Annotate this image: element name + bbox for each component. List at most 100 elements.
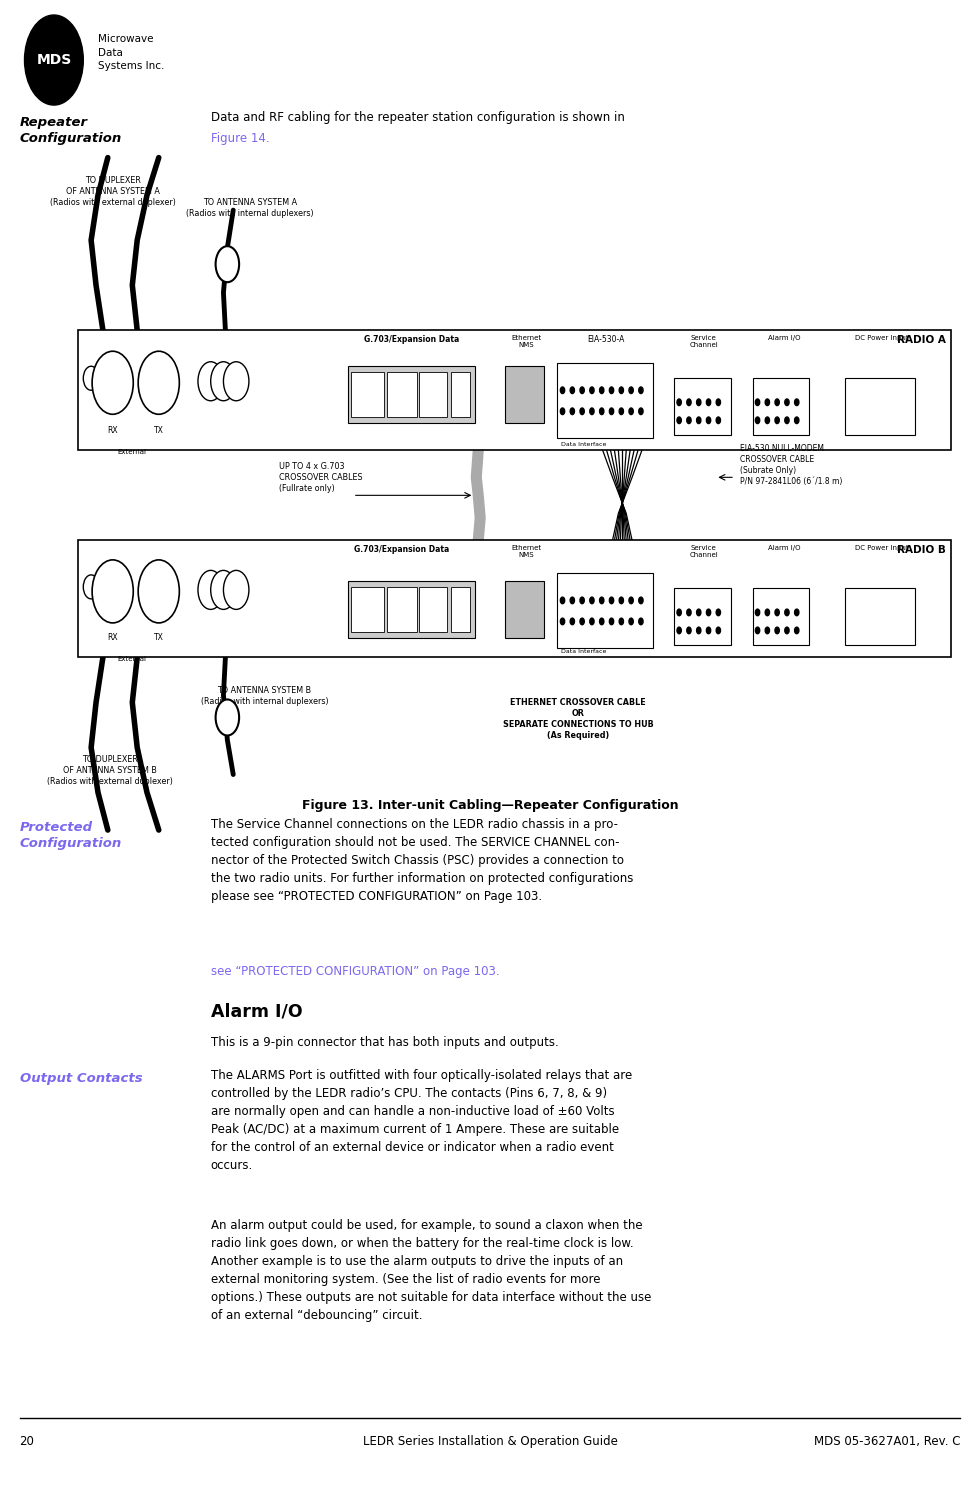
Circle shape [795,399,799,405]
Text: This is a 9-pin connector that has both inputs and outputs.: This is a 9-pin connector that has both … [211,1036,559,1049]
FancyBboxPatch shape [348,581,475,638]
Circle shape [775,609,779,615]
Circle shape [677,627,681,633]
Circle shape [216,246,239,282]
Circle shape [707,399,710,405]
Circle shape [785,399,789,405]
Circle shape [775,417,779,423]
Circle shape [619,387,623,393]
Text: Service
Channel: Service Channel [689,545,718,558]
Text: TO ANTENNA SYSTEM A
(Radios with internal duplexers): TO ANTENNA SYSTEM A (Radios with interna… [186,198,314,218]
Circle shape [639,618,643,624]
Circle shape [756,417,760,423]
Text: TO ANTENNA SYSTEM B
(Radios with internal duplexers): TO ANTENNA SYSTEM B (Radios with interna… [201,686,328,705]
FancyBboxPatch shape [78,540,951,657]
Circle shape [687,399,691,405]
Text: Figure 14.: Figure 14. [211,132,270,146]
FancyBboxPatch shape [348,366,475,423]
Text: ETHERNET CROSSOVER CABLE
OR
SEPARATE CONNECTIONS TO HUB
(As Required): ETHERNET CROSSOVER CABLE OR SEPARATE CON… [503,698,654,740]
FancyBboxPatch shape [845,588,915,645]
Circle shape [765,399,769,405]
FancyBboxPatch shape [505,366,544,423]
Circle shape [92,351,133,414]
Circle shape [211,362,236,401]
Text: An alarm output could be used, for example, to sound a claxon when the
radio lin: An alarm output could be used, for examp… [211,1219,651,1322]
Text: G.703/Expansion Data: G.703/Expansion Data [364,335,460,344]
Circle shape [590,618,594,624]
Circle shape [92,560,133,623]
Circle shape [795,609,799,615]
Circle shape [570,618,574,624]
Circle shape [570,597,574,603]
FancyBboxPatch shape [387,587,416,632]
Text: DC Power Input: DC Power Input [856,545,908,551]
Circle shape [223,570,249,609]
Circle shape [600,387,604,393]
Circle shape [795,627,799,633]
Circle shape [629,387,633,393]
Circle shape [677,609,681,615]
Circle shape [765,417,769,423]
Circle shape [697,627,701,633]
Circle shape [561,387,564,393]
Circle shape [138,351,179,414]
Text: The Service Channel connections on the LEDR radio chassis in a pro-
tected confi: The Service Channel connections on the L… [211,818,633,904]
Circle shape [561,597,564,603]
Circle shape [619,408,623,414]
Text: DC Power Input: DC Power Input [856,335,908,341]
Circle shape [561,408,564,414]
Text: Alarm I/O: Alarm I/O [211,1003,302,1021]
Circle shape [756,399,760,405]
FancyBboxPatch shape [505,581,544,638]
Text: TO DUPLEXER
OF ANTENNA SYSTEM B
(Radios with external duplexer): TO DUPLEXER OF ANTENNA SYSTEM B (Radios … [47,755,172,787]
Circle shape [716,399,720,405]
Circle shape [716,609,720,615]
Circle shape [580,408,584,414]
Circle shape [639,387,643,393]
Circle shape [697,417,701,423]
Circle shape [677,399,681,405]
Text: TX: TX [154,633,164,642]
FancyBboxPatch shape [387,372,416,417]
Circle shape [795,417,799,423]
Circle shape [785,417,789,423]
Text: External: External [118,449,147,455]
Circle shape [707,417,710,423]
Text: RX: RX [108,633,118,642]
Circle shape [765,609,769,615]
Circle shape [765,627,769,633]
Circle shape [629,618,633,624]
FancyBboxPatch shape [753,588,809,645]
Circle shape [629,597,633,603]
Circle shape [716,627,720,633]
FancyBboxPatch shape [351,372,384,417]
Text: Alarm I/O: Alarm I/O [767,545,801,551]
Circle shape [610,618,613,624]
FancyBboxPatch shape [674,378,731,435]
Circle shape [785,609,789,615]
FancyBboxPatch shape [451,587,470,632]
Circle shape [677,417,681,423]
Circle shape [639,597,643,603]
Text: Data Interface: Data Interface [561,443,606,447]
Circle shape [580,597,584,603]
FancyBboxPatch shape [557,573,653,648]
Text: 20: 20 [20,1435,34,1448]
FancyBboxPatch shape [419,587,447,632]
Text: G.703/Expansion Data: G.703/Expansion Data [354,545,450,554]
FancyBboxPatch shape [78,330,951,450]
Text: Protected
Configuration: Protected Configuration [20,821,122,850]
Circle shape [610,597,613,603]
Text: Microwave
Data
Systems Inc.: Microwave Data Systems Inc. [98,35,165,71]
Text: MDS 05-3627A01, Rev. C: MDS 05-3627A01, Rev. C [814,1435,960,1448]
Text: RX: RX [108,426,118,435]
Circle shape [716,417,720,423]
Circle shape [756,627,760,633]
Text: EIA-530 NULL-MODEM
CROSSOVER CABLE
(Subrate Only)
P/N 97-2841L06 (6´/1.8 m): EIA-530 NULL-MODEM CROSSOVER CABLE (Subr… [740,444,842,486]
Text: RADIO A: RADIO A [897,335,946,345]
Text: Ethernet
NMS: Ethernet NMS [512,335,541,348]
Text: EIA-530-A: EIA-530-A [587,335,624,344]
Circle shape [570,387,574,393]
Circle shape [198,570,223,609]
Circle shape [138,560,179,623]
